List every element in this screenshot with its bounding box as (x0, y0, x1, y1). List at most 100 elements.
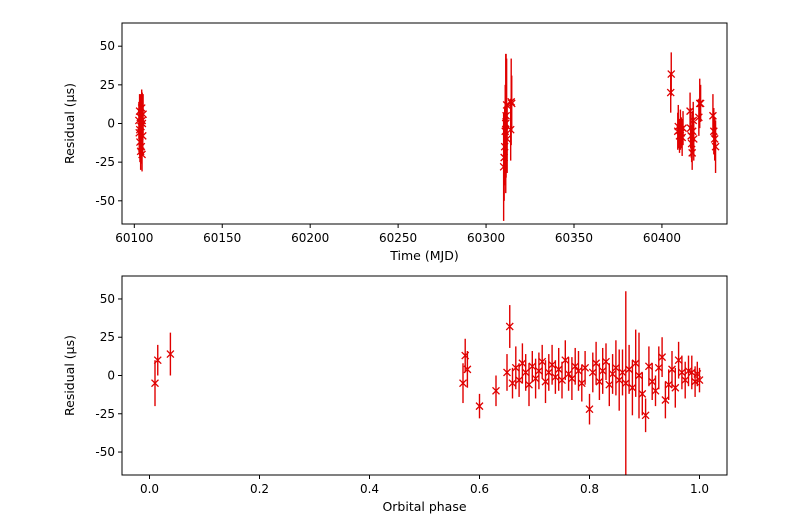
data-point-marker (658, 353, 667, 362)
data-point-marker (463, 365, 472, 374)
data-point-marker (581, 363, 590, 372)
data-point-marker (688, 148, 697, 157)
data-point-marker (711, 142, 720, 151)
data-point-marker (618, 368, 627, 377)
y-tick-label: 0 (107, 369, 115, 383)
data-point-marker (577, 379, 586, 388)
x-axis-label: Time (MJD) (389, 248, 458, 263)
data-point-marker (153, 356, 162, 365)
x-tick-label: 60150 (203, 231, 241, 245)
data-point-marker (648, 377, 657, 386)
y-tick-label: -50 (95, 194, 115, 208)
data-point-marker (605, 380, 614, 389)
y-tick-label: 50 (100, 292, 115, 306)
data-point-marker (137, 142, 146, 151)
residual-vs-orbital-phase-panel: 0.0 0.2 0.4 0.6 0.8 1.0 -50 -25 0 25 50 Orbital pha… (62, 275, 728, 514)
data-point-marker (551, 373, 560, 381)
x-tick-label: 60200 (291, 231, 329, 245)
data-point-marker (710, 135, 719, 143)
data-point-marker (574, 366, 583, 375)
data-point-marker (664, 380, 673, 389)
data-point-marker (507, 99, 516, 108)
x-tick-label: 60300 (467, 231, 505, 245)
data-point-marker (502, 100, 511, 109)
data-point-marker (166, 350, 175, 359)
data-point-marker (541, 377, 550, 386)
data-point-marker (681, 376, 690, 385)
x-tick-label: 60250 (379, 231, 417, 245)
y-tick-label: 25 (100, 78, 115, 92)
y-axis: -50 -25 0 25 50 (95, 292, 122, 459)
y-tick-label: 0 (107, 117, 115, 131)
data-point-marker (635, 371, 643, 380)
data-point-marker (611, 363, 620, 372)
x-axis: 60100 60150 60200 60250 60300 60350 60400 (115, 224, 681, 245)
data-point-marker (677, 368, 686, 377)
data-series (151, 291, 704, 475)
x-axis: 0.0 0.2 0.4 0.6 0.8 1.0 (140, 475, 709, 496)
data-point-marker (538, 357, 547, 366)
data-point-marker (621, 379, 630, 388)
data-point-marker (628, 383, 637, 392)
data-point-marker (567, 374, 576, 383)
data-point-marker (139, 110, 148, 119)
y-tick-label: -50 (95, 445, 115, 459)
data-point-marker (544, 368, 553, 377)
data-point-marker (511, 363, 520, 372)
x-tick-label: 60350 (555, 231, 593, 245)
data-point-marker (534, 366, 543, 375)
data-point-marker (651, 386, 660, 395)
data-point-marker (561, 356, 570, 365)
data-series (134, 52, 720, 221)
data-point-marker (671, 383, 680, 392)
data-point-marker (564, 370, 573, 378)
data-point-marker (687, 368, 696, 377)
data-point-marker (595, 377, 604, 386)
y-tick-label: 50 (100, 39, 115, 53)
x-tick-label: 60400 (643, 231, 681, 245)
y-tick-label: 25 (100, 330, 115, 344)
data-point-marker (654, 363, 663, 372)
y-axis-label: Residual (μs) (62, 335, 77, 416)
data-point-marker (492, 386, 500, 395)
data-point-marker (638, 389, 647, 398)
x-tick-label: 0.6 (470, 482, 489, 496)
data-point-marker (571, 362, 580, 371)
x-tick-label: 60100 (115, 231, 153, 245)
x-tick-label: 0.8 (580, 482, 599, 496)
data-point-marker (674, 356, 683, 365)
data-point-marker (475, 402, 484, 411)
residual-vs-time-panel: 60100 60150 60200 60250 60300 60350 60400 -50 -2… (62, 22, 728, 263)
data-point-marker (631, 359, 640, 368)
data-point-marker (615, 376, 624, 385)
data-point-marker (528, 362, 537, 371)
data-point-marker (598, 366, 607, 375)
x-tick-label: 1.0 (690, 482, 709, 496)
data-point-marker (138, 116, 147, 125)
data-point-marker (667, 70, 676, 78)
data-point-marker (505, 322, 514, 331)
data-point-marker (503, 135, 512, 143)
data-point-marker (585, 405, 594, 414)
axes-frame (121, 22, 728, 225)
data-point-marker (151, 379, 159, 388)
data-point-marker (644, 362, 653, 371)
x-axis-label: Orbital phase (382, 499, 466, 514)
data-point-marker (625, 365, 634, 374)
data-point-marker (641, 411, 650, 420)
data-point-marker (661, 396, 670, 404)
data-point-marker (679, 124, 687, 133)
data-point-marker (689, 135, 698, 143)
data-point-marker (521, 368, 530, 377)
x-tick-label: 0.0 (140, 482, 159, 496)
data-point-marker (515, 376, 524, 385)
data-point-marker (508, 379, 517, 388)
data-point-marker (695, 376, 704, 385)
data-point-marker (531, 374, 540, 383)
data-point-marker (518, 359, 527, 368)
data-point-marker (678, 133, 687, 142)
data-point-marker (554, 365, 563, 374)
data-point-marker (602, 357, 610, 366)
y-axis-label: Residual (μs) (62, 83, 77, 164)
